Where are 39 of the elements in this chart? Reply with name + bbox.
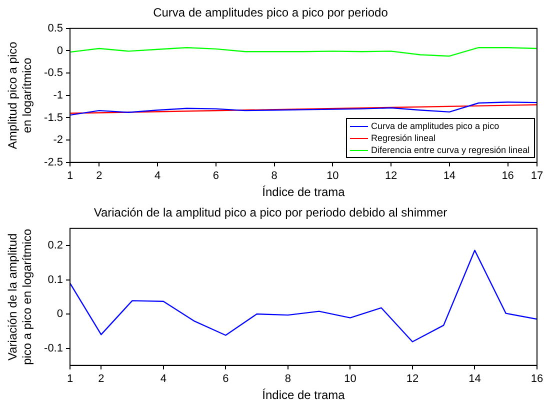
x-tick-label: 14 — [443, 170, 456, 182]
chart-title: Variación de la amplitud pico a pico por periodo debido al shimmer — [94, 206, 448, 220]
x-tick-label: 14 — [468, 373, 481, 386]
x-tick-label: 2 — [96, 170, 102, 182]
x-tick-label: 17 — [530, 170, 544, 182]
x-tick-label: 12 — [406, 373, 419, 386]
y-tick-label: 0.2 — [48, 240, 63, 252]
x-tick-label: 6 — [212, 170, 219, 182]
x-tick-label: 16 — [502, 170, 514, 182]
y-tick-label: -1.5 — [44, 112, 63, 124]
x-tick-label: 6 — [222, 373, 229, 386]
x-tick-label: 8 — [271, 170, 278, 182]
x-tick-label: 10 — [326, 170, 339, 182]
x-tick-label: 12 — [384, 170, 398, 182]
y-tick-label: -0.5 — [44, 67, 63, 80]
y-tick-label: 0 — [56, 44, 63, 57]
y-tick-label: -2 — [53, 134, 63, 146]
y-tick-label: -0.1 — [44, 342, 63, 354]
y-tick-label: -1 — [53, 89, 63, 102]
x-tick-label: 1 — [66, 170, 74, 182]
x-tick-label: 4 — [154, 170, 161, 182]
legend-label: Curva de amplitudes pico a pico — [371, 121, 500, 132]
y-axis-title: Variación de la amplitud pico a pico en logarítmico — [6, 228, 34, 365]
x-tick-label: 8 — [284, 373, 291, 386]
legend-label: Diferencia entre curva y regresión lineal — [371, 145, 530, 156]
chart-title: Curva de amplitudes pico a pico por periodo — [153, 6, 388, 20]
x-axis-title: Índice de trama — [262, 185, 346, 200]
x-axis-title: Índice de trama — [262, 388, 346, 402]
x-tick-label: 4 — [160, 373, 166, 386]
legend-label: Regresión lineal — [371, 133, 436, 144]
y-axis-title: Amplitud pico a pico en logarítmico — [6, 41, 34, 150]
x-tick-label: 16 — [530, 373, 544, 386]
x-tick-label: 10 — [344, 373, 356, 386]
y-tick-label: 0 — [56, 308, 63, 320]
y-tick-label: 0.5 — [48, 22, 63, 34]
x-tick-label: 1 — [66, 373, 74, 386]
y-tick-label: 0.1 — [48, 274, 63, 286]
y-tick-label: -2.5 — [44, 156, 63, 168]
x-tick-label: 2 — [98, 373, 104, 386]
